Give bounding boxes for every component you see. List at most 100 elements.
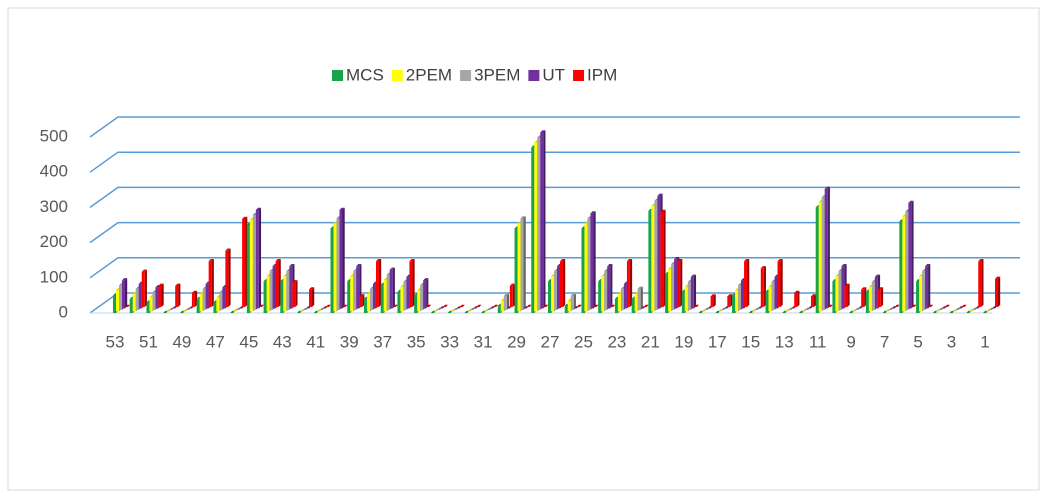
bar — [219, 292, 223, 310]
bar — [397, 291, 401, 313]
bar — [925, 266, 929, 309]
bar — [604, 271, 608, 310]
legend-label: MCS — [346, 65, 384, 84]
bar-top — [961, 304, 967, 307]
bar-side — [312, 287, 315, 307]
bar-top — [637, 286, 643, 289]
bar — [551, 276, 554, 312]
bar — [366, 293, 370, 312]
bar-top — [543, 304, 549, 307]
bar-top — [690, 274, 697, 277]
x-tick-label: 13 — [775, 332, 794, 351]
bar — [560, 261, 563, 307]
bar — [674, 259, 678, 309]
bar-top — [928, 304, 934, 307]
bar-top — [375, 259, 382, 262]
bar — [657, 195, 661, 309]
bar — [671, 264, 675, 310]
x-tick-label: 25 — [574, 332, 593, 351]
bar — [794, 292, 798, 307]
bar — [347, 281, 351, 313]
legend-swatch — [573, 70, 585, 81]
bar-top — [824, 186, 830, 189]
bar — [289, 266, 293, 309]
legend-swatch — [528, 70, 540, 81]
bar — [620, 288, 624, 310]
legend-swatch — [391, 70, 403, 81]
bar — [637, 288, 641, 310]
bar-top — [359, 294, 365, 297]
bar — [509, 285, 513, 307]
bar — [283, 276, 287, 312]
bar-side — [928, 264, 931, 309]
bar-top — [794, 290, 800, 293]
bar-top — [442, 304, 449, 307]
bar-top — [894, 304, 900, 307]
bar — [832, 281, 836, 313]
bar-top — [540, 130, 546, 133]
bar-top — [874, 274, 881, 277]
x-tick-label: 53 — [106, 332, 125, 351]
x-tick-label: 35 — [407, 332, 426, 351]
bar-top — [677, 259, 683, 262]
bar-top — [459, 304, 465, 307]
bar-side — [573, 293, 576, 310]
bar-top — [995, 276, 1001, 279]
bar — [119, 285, 122, 310]
bar-top — [292, 280, 298, 283]
bar — [205, 283, 209, 309]
bar — [651, 205, 655, 312]
bar — [199, 293, 203, 312]
bar-side — [178, 283, 181, 307]
bar-top — [255, 207, 262, 210]
bar — [537, 137, 541, 310]
bar — [158, 285, 162, 307]
bar — [333, 223, 337, 312]
bar — [835, 276, 839, 312]
x-tick-label: 49 — [172, 332, 191, 351]
bar-top — [693, 304, 700, 307]
bar-side — [342, 207, 345, 309]
bar — [202, 288, 206, 310]
bar — [269, 271, 273, 310]
bar-top — [356, 264, 362, 267]
bar — [406, 276, 410, 309]
bar-top — [125, 304, 131, 307]
bar — [146, 302, 150, 313]
bar-top — [509, 283, 516, 286]
x-tick-label: 33 — [440, 332, 459, 351]
bar — [905, 211, 909, 310]
bar — [286, 271, 290, 310]
x-tick-label: 51 — [139, 332, 158, 351]
bar — [744, 261, 748, 307]
bar — [774, 276, 778, 309]
legend-label: UT — [542, 65, 565, 84]
bar — [363, 298, 367, 313]
bar-top — [657, 193, 663, 196]
bar — [497, 305, 501, 313]
bar — [375, 261, 379, 307]
bar — [196, 298, 200, 313]
bar — [225, 250, 229, 307]
bar-side — [981, 259, 984, 307]
bar — [768, 286, 772, 312]
grid-line — [89, 116, 1020, 138]
bar-top — [674, 257, 680, 260]
bar — [614, 298, 618, 313]
bar — [874, 276, 878, 309]
bar — [122, 280, 125, 309]
bar — [978, 261, 982, 307]
bar — [353, 271, 357, 310]
bar-side — [747, 259, 750, 307]
x-tick-label: 5 — [913, 332, 922, 351]
bar-side — [392, 267, 395, 309]
bar-top — [570, 293, 576, 296]
x-tick-label: 37 — [373, 332, 392, 351]
bar-top — [944, 304, 951, 307]
bar — [514, 228, 518, 313]
bar — [777, 261, 781, 307]
bar — [841, 266, 845, 309]
bar — [760, 268, 764, 307]
bar-side — [780, 259, 783, 307]
bar-top — [841, 264, 847, 267]
